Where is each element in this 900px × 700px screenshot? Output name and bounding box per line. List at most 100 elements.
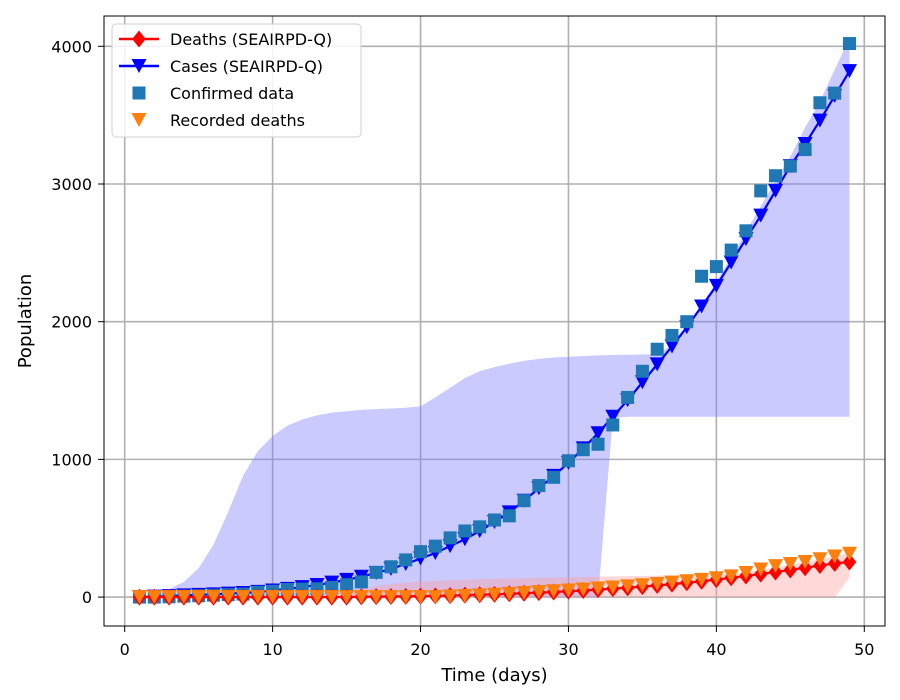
recorded-deaths-point [797, 554, 813, 569]
y-tick-label: 4000 [51, 37, 92, 56]
cases-model-point [753, 208, 769, 223]
recorded-deaths-point [353, 590, 369, 605]
recorded-deaths-point [842, 546, 857, 561]
recorded-deaths-point [812, 552, 828, 567]
grid-lines [104, 16, 885, 626]
confirmed-data-point [680, 315, 694, 329]
x-tick-label: 30 [558, 640, 578, 659]
confirmed-data-point [783, 159, 797, 173]
recorded-deaths-point [664, 575, 680, 590]
confirmed-data-point [428, 539, 442, 553]
confirmed-data-point [473, 520, 487, 534]
recorded-deaths-point [368, 590, 384, 605]
legend-item: Confirmed data [132, 84, 294, 103]
recorded-deaths-point [516, 585, 532, 600]
recorded-deaths-point [383, 590, 399, 605]
cases-uncertainty-band [139, 38, 850, 598]
recorded-deaths-point [427, 590, 443, 605]
legend-label: Recorded deaths [170, 111, 305, 130]
recorded-deaths-point [191, 590, 207, 605]
confirmed-data-point [458, 524, 472, 538]
recorded-deaths-point [590, 581, 606, 596]
recorded-deaths-point [560, 583, 576, 598]
recorded-deaths-point [442, 589, 458, 604]
recorded-deaths-point [339, 590, 355, 605]
deaths-model-point [842, 553, 857, 571]
legend-box [111, 23, 362, 138]
recorded-deaths-point [457, 588, 473, 603]
x-tick-label: 0 [120, 640, 130, 659]
recorded-deaths-point [146, 590, 162, 605]
confirmed-data-point [621, 390, 635, 404]
confirmed-data-point [724, 243, 738, 257]
confirmed-data-point [384, 560, 398, 574]
legend-label: Confirmed data [170, 84, 294, 103]
legend: Deaths (SEAIRPD-Q) Cases (SEAIRPD-Q) Confi… [111, 23, 362, 138]
recorded-deaths-point [279, 590, 295, 605]
recorded-deaths-point [620, 579, 636, 594]
legend-item: Cases (SEAIRPD-Q) [119, 57, 323, 76]
cases-model-point [708, 278, 724, 293]
cases-model-point [634, 375, 650, 390]
y-axis-label: Population [15, 274, 36, 369]
cases-model-point [723, 255, 739, 270]
confirmed-data-point [369, 565, 383, 579]
confirmed-data-point [709, 260, 723, 274]
recorded-deaths-point [531, 585, 547, 600]
y-tick-label: 1000 [51, 450, 92, 469]
legend-marker-swatch [132, 30, 146, 48]
recorded-deaths-point [546, 584, 562, 599]
confirmed-data-point [399, 553, 413, 567]
cases-model-point [664, 339, 680, 354]
recorded-deaths-point [782, 557, 798, 572]
recorded-deaths-point [708, 571, 724, 586]
confirmed-data-point [828, 86, 842, 100]
confirmed-data-point [488, 513, 501, 527]
recorded-deaths-point [605, 580, 621, 595]
legend-item: Recorded deaths [131, 111, 305, 130]
cases-model-point [768, 183, 784, 198]
confirmed-data-point [843, 37, 856, 51]
recorded-deaths-point [398, 590, 414, 605]
legend-item: Deaths (SEAIRPD-Q) [119, 30, 332, 49]
recorded-deaths-point [220, 590, 236, 605]
confirmed-data-point [769, 169, 783, 183]
recorded-deaths-point [472, 588, 488, 603]
legend-label: Deaths (SEAIRPD-Q) [170, 30, 332, 49]
cases-model-point [590, 426, 606, 441]
confirmed-data-point [576, 443, 590, 457]
confirmed-data-point [754, 184, 768, 198]
axis-ticks: 0 10 20 30 40 50 0 1000 2000 3000 4000 [51, 37, 874, 659]
legend-marker-swatch [131, 59, 147, 73]
recorded-deaths-point [294, 590, 310, 605]
confirmed-data-point [665, 328, 679, 342]
recorded-deaths-point [827, 549, 843, 564]
confirmed-data-point [532, 479, 546, 493]
recorded-deaths-point [501, 586, 517, 601]
recorded-deaths-point [575, 582, 591, 597]
confirmed-data-point [798, 143, 812, 157]
legend-label: Cases (SEAIRPD-Q) [170, 57, 323, 76]
recorded-deaths-point [205, 590, 221, 605]
y-tick-label: 0 [82, 588, 92, 607]
y-tick-label: 3000 [51, 175, 92, 194]
recorded-deaths-point [324, 590, 340, 605]
y-tick-label: 2000 [51, 313, 92, 332]
legend-marker-swatch [132, 86, 146, 100]
cases-model-point [812, 113, 828, 128]
confirmed-data-point [695, 269, 709, 283]
recorded-deaths-point [753, 562, 769, 577]
confirmed-data-point [591, 437, 605, 451]
cases-model-point [694, 299, 710, 314]
x-tick-label: 20 [410, 640, 430, 659]
recorded-deaths-point [649, 577, 665, 592]
recorded-deaths-point [768, 559, 784, 574]
confirmed-data-point [635, 364, 649, 378]
cases-model-point [842, 64, 857, 79]
legend-marker-swatch [131, 113, 147, 127]
recorded-deaths-point [738, 565, 754, 580]
confirmed-data-point [606, 418, 620, 432]
confirmed-data-point [547, 470, 561, 484]
data-series [132, 37, 857, 606]
recorded-deaths-point [487, 587, 502, 602]
